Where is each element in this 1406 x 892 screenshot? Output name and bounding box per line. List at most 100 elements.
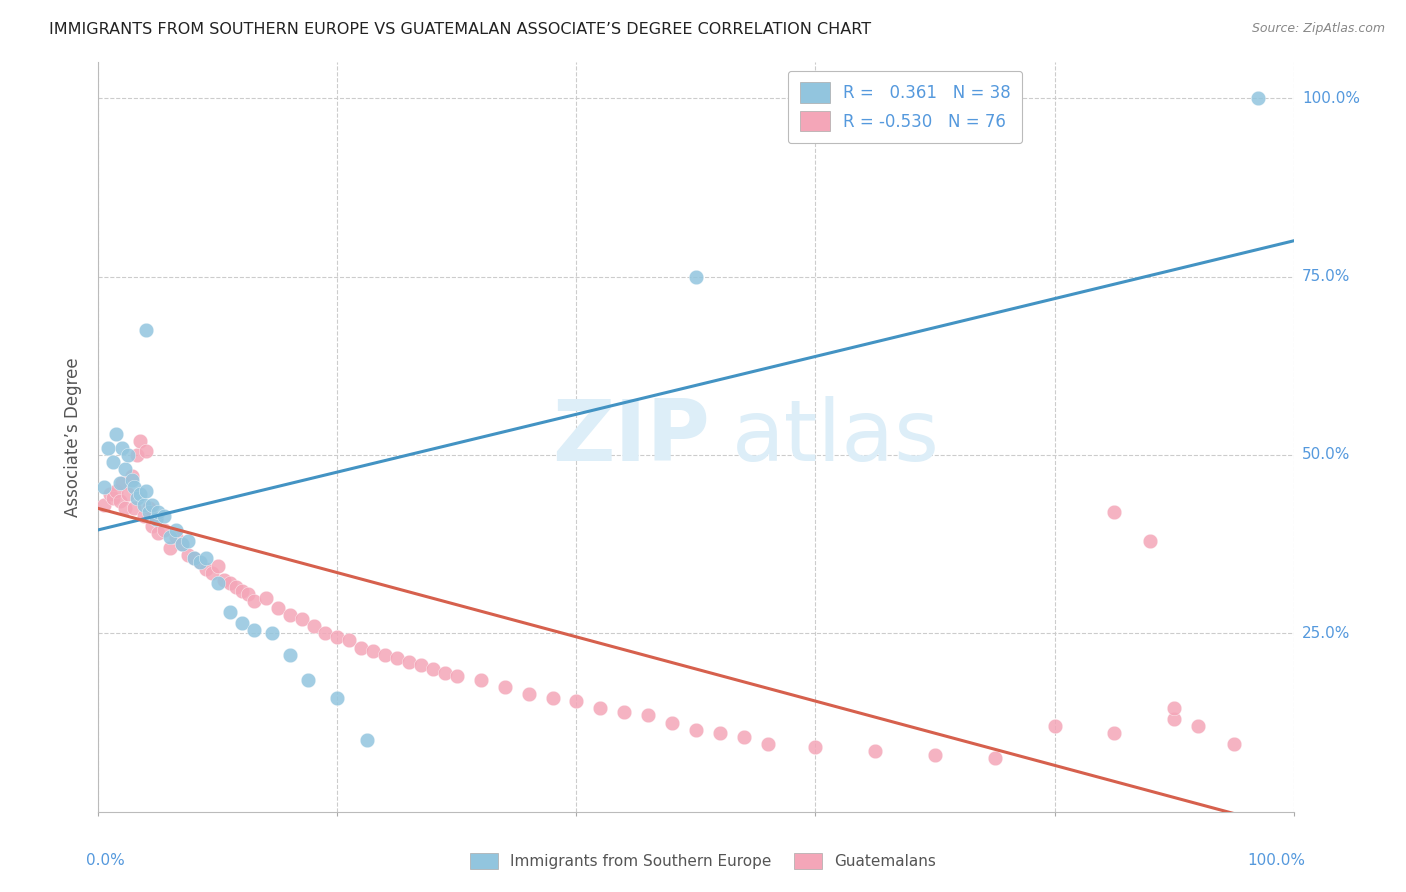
Point [111, 441, 134, 455]
Point [212, 573, 235, 587]
Point [145, 512, 167, 526]
Point [138, 501, 160, 516]
Point [297, 673, 319, 687]
Point [225, 580, 247, 594]
Point [207, 558, 229, 573]
Point [243, 623, 266, 637]
Point [138, 505, 160, 519]
Point [125, 491, 148, 505]
Point [494, 680, 516, 694]
Point [517, 687, 540, 701]
Point [1187, 719, 1209, 733]
Point [98, 487, 122, 501]
Point [105, 483, 128, 498]
Point [141, 498, 163, 512]
Point [411, 658, 433, 673]
Text: 25.0%: 25.0% [1302, 626, 1350, 640]
Point [541, 690, 564, 705]
Y-axis label: Associate’s Degree: Associate’s Degree [65, 358, 83, 516]
Point [1223, 737, 1246, 751]
Point [236, 587, 259, 601]
Point [125, 448, 148, 462]
Point [613, 705, 636, 719]
Point [201, 566, 224, 580]
Point [121, 473, 143, 487]
Text: IMMIGRANTS FROM SOUTHERN EUROPE VS GUATEMALAN ASSOCIATE’S DEGREE CORRELATION CHA: IMMIGRANTS FROM SOUTHERN EUROPE VS GUATE… [49, 22, 872, 37]
Point [984, 751, 1007, 765]
Point [434, 665, 457, 680]
Point [661, 715, 683, 730]
Point [105, 426, 128, 441]
Point [108, 476, 131, 491]
Point [135, 323, 157, 337]
Text: 0.0%: 0.0% [87, 853, 125, 868]
Point [177, 548, 200, 562]
Text: ZIP: ZIP [553, 395, 710, 479]
Point [804, 740, 827, 755]
Point [446, 669, 468, 683]
Point [315, 626, 337, 640]
Point [129, 487, 152, 501]
Legend: Immigrants from Southern Europe, Guatemalans: Immigrants from Southern Europe, Guatema… [464, 847, 942, 875]
Text: 100.0%: 100.0% [1247, 853, 1306, 868]
Point [398, 655, 420, 669]
Point [172, 537, 194, 551]
Point [685, 269, 707, 284]
Point [326, 690, 349, 705]
Point [302, 619, 325, 633]
Point [1139, 533, 1161, 548]
Point [141, 519, 163, 533]
Point [1163, 701, 1185, 715]
Point [153, 523, 176, 537]
Point [924, 747, 946, 762]
Point [219, 576, 242, 591]
Point [121, 469, 143, 483]
Point [117, 487, 139, 501]
Legend: R =   0.361   N = 38, R = -0.530   N = 76: R = 0.361 N = 38, R = -0.530 N = 76 [787, 70, 1022, 143]
Point [153, 508, 176, 523]
Point [124, 480, 146, 494]
Point [124, 501, 146, 516]
Point [1163, 712, 1185, 726]
Point [135, 483, 157, 498]
Point [97, 441, 120, 455]
Text: 100.0%: 100.0% [1302, 91, 1360, 105]
Point [195, 562, 218, 576]
Point [111, 476, 134, 491]
Point [145, 512, 167, 526]
Text: 50.0%: 50.0% [1302, 448, 1350, 462]
Point [219, 605, 242, 619]
Point [291, 612, 314, 626]
Point [267, 601, 290, 615]
Point [132, 498, 155, 512]
Point [470, 673, 492, 687]
Point [254, 591, 277, 605]
Point [195, 551, 218, 566]
Point [114, 501, 136, 516]
Point [231, 583, 253, 598]
Point [243, 594, 266, 608]
Point [756, 737, 779, 751]
Point [565, 694, 588, 708]
Point [159, 530, 181, 544]
Point [733, 730, 755, 744]
Point [148, 505, 170, 519]
Point [374, 648, 396, 662]
Point [1104, 726, 1126, 740]
Point [385, 651, 409, 665]
Point [865, 744, 887, 758]
Point [93, 480, 115, 494]
Point [165, 523, 187, 537]
Point [101, 455, 124, 469]
Point [350, 640, 373, 655]
Point [1043, 719, 1066, 733]
Point [188, 555, 211, 569]
Point [278, 608, 301, 623]
Text: Source: ZipAtlas.com: Source: ZipAtlas.com [1251, 22, 1385, 36]
Point [117, 448, 139, 462]
Point [1104, 505, 1126, 519]
Point [637, 708, 659, 723]
Point [183, 551, 205, 566]
Text: atlas: atlas [733, 395, 939, 479]
Point [165, 530, 187, 544]
